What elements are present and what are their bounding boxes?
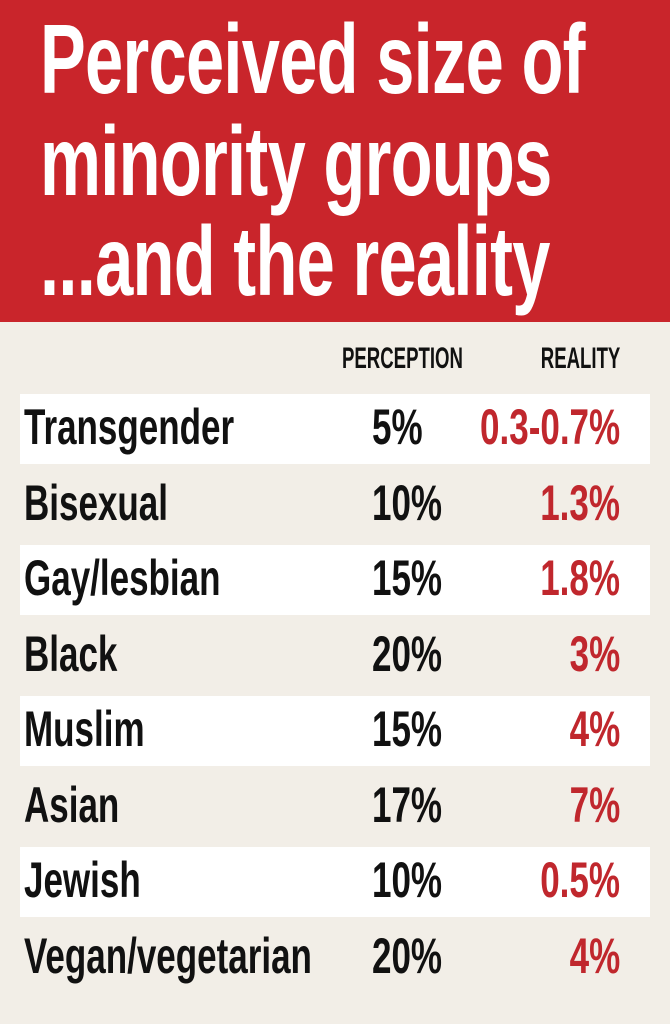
row-label: Jewish [24, 852, 141, 908]
row-label: Black [24, 625, 118, 682]
reality-value: 0.5% [540, 852, 620, 908]
reality-value: 7% [569, 776, 620, 833]
table-row: Vegan/vegetarian 20% 4% [20, 923, 650, 993]
row-label: Transgender [24, 399, 235, 455]
column-header: REALITY [540, 342, 620, 375]
reality-value: 0.3-0.7% [479, 399, 620, 455]
row-label: Muslim [24, 701, 145, 757]
perception-value: 20% [372, 927, 443, 984]
perception-value: 10% [372, 852, 443, 908]
header: Perceived size of minority groups ...and… [0, 0, 670, 322]
perception-value: 5% [372, 399, 423, 455]
table-row: Black 20% 3% [20, 621, 650, 691]
row-label: Gay/lesbian [24, 550, 221, 606]
title-line: minority groups [40, 106, 552, 216]
table-row: Asian 17% 7% [20, 772, 650, 842]
reality-value: 4% [569, 927, 620, 984]
column-header: PERCEPTION [342, 342, 463, 375]
table-row: Transgender 5% 0.3-0.7% [20, 394, 650, 464]
table-row: Muslim 15% 4% [20, 696, 650, 766]
perception-value: 15% [372, 701, 443, 757]
row-label: Asian [24, 776, 120, 833]
row-label: Vegan/vegetarian [24, 927, 312, 984]
perception-value: 15% [372, 550, 443, 606]
table-row: Bisexual 10% 1.3% [20, 470, 650, 540]
row-label: Bisexual [24, 474, 168, 531]
reality-value: 3% [569, 625, 620, 682]
reality-value: 1.3% [540, 474, 620, 531]
perception-value: 20% [372, 625, 443, 682]
reality-value: 4% [569, 701, 620, 757]
title-line: Perceived size of [40, 4, 586, 114]
reality-value: 1.8% [540, 550, 620, 606]
table-row: Jewish 10% 0.5% [20, 847, 650, 917]
perception-value: 10% [372, 474, 443, 531]
title-line: ...and the reality [40, 206, 550, 316]
perception-value: 17% [372, 776, 443, 833]
table-row: Gay/lesbian 15% 1.8% [20, 545, 650, 615]
